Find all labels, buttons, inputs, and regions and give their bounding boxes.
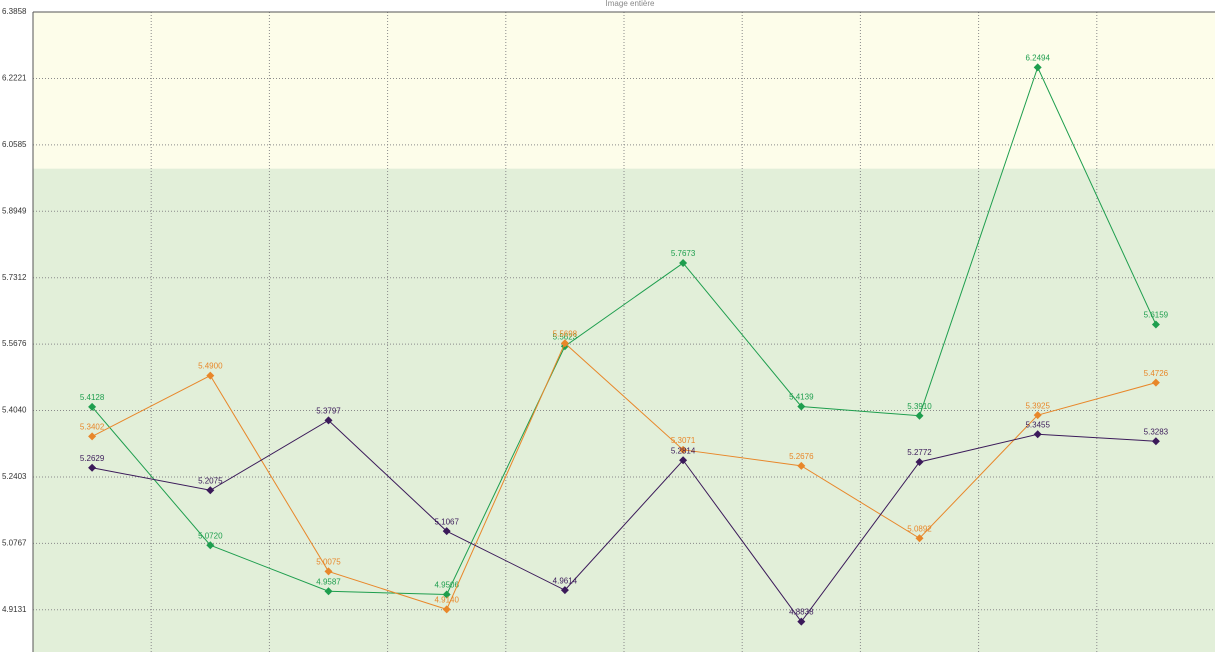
y-tick-label: 5.7312 (2, 273, 27, 282)
data-label: 5.4726 (1144, 369, 1169, 378)
data-point (797, 461, 806, 470)
data-label: 5.4128 (80, 393, 105, 402)
data-point (1151, 437, 1160, 446)
data-point (915, 457, 924, 466)
data-point (560, 586, 569, 595)
data-point (442, 527, 451, 536)
data-label: 5.3455 (1025, 420, 1050, 429)
data-point (88, 432, 97, 441)
y-tick-label: 5.0767 (2, 538, 27, 547)
data-point (1033, 63, 1042, 72)
data-label: 5.1067 (434, 517, 459, 526)
chart-title: Image entière (606, 0, 655, 8)
data-point (442, 605, 451, 614)
y-tick-label: 5.5676 (2, 339, 27, 348)
y-tick-label: 5.4040 (2, 406, 27, 415)
data-point (324, 587, 333, 596)
data-point (88, 402, 97, 411)
data-label: 5.5623 (553, 332, 578, 341)
data-label: 5.4900 (198, 362, 223, 371)
data-label: 5.2772 (907, 448, 932, 457)
data-label: 5.2676 (789, 452, 814, 461)
data-point (88, 463, 97, 472)
data-label: 5.2814 (671, 446, 696, 455)
data-point (797, 617, 806, 626)
data-point (560, 339, 569, 348)
data-point (915, 534, 924, 543)
data-point (206, 371, 215, 380)
data-label: 5.3910 (907, 402, 932, 411)
data-label: 4.9587 (316, 577, 341, 586)
data-label: 4.9614 (553, 576, 578, 585)
plot: 5.4128 5.0720 4.9587 4.9506 5.5623 5.7673 5.41… (80, 53, 1169, 626)
data-point (915, 411, 924, 420)
data-label: 5.6159 (1144, 311, 1169, 320)
data-point (679, 445, 688, 454)
data-label: 5.2629 (80, 454, 105, 463)
data-point (797, 402, 806, 411)
data-point (1033, 430, 1042, 439)
data-label: 5.0720 (198, 531, 223, 540)
data-label: 6.2494 (1025, 53, 1050, 62)
y-tick-label: 6.2221 (2, 74, 27, 83)
data-point (206, 486, 215, 495)
data-point (1033, 411, 1042, 420)
data-label: 4.9506 (434, 581, 459, 590)
data-label: 5.3925 (1025, 401, 1050, 410)
data-label: 5.2075 (198, 476, 223, 485)
y-tick-label: 4.9131 (2, 605, 27, 614)
data-label: 4.9140 (434, 595, 459, 604)
data-label: 5.3797 (316, 406, 341, 415)
data-label: 5.3071 (671, 436, 696, 445)
data-point (679, 259, 688, 268)
data-label: 5.3283 (1144, 427, 1169, 436)
series-line (91, 342, 1157, 610)
y-tick-label: 6.0585 (2, 140, 27, 149)
series-line (92, 419, 1156, 623)
grid: 4.9131 5.0767 5.2403 5.4040 5.5676 5.7312 5.89… (2, 7, 1215, 652)
series-line (91, 66, 1157, 596)
data-label: 5.4139 (789, 393, 814, 402)
data-point (206, 541, 215, 550)
data-point (679, 456, 688, 465)
data-point (1151, 320, 1160, 329)
data-point (442, 590, 451, 599)
data-point (1151, 378, 1160, 387)
data-label: 5.7673 (671, 249, 696, 258)
y-tick-label: 5.8949 (2, 206, 27, 215)
data-label: 5.0892 (907, 524, 932, 533)
data-point (324, 567, 333, 576)
data-label: 5.0075 (316, 558, 341, 567)
data-label: 5.5698 (553, 329, 578, 338)
data-point (324, 416, 333, 425)
y-tick-label: 5.2403 (2, 472, 27, 481)
data-label: 4.8838 (789, 608, 814, 617)
data-label: 5.3402 (80, 423, 105, 432)
y-tick-label: 6.3858 (2, 7, 27, 16)
